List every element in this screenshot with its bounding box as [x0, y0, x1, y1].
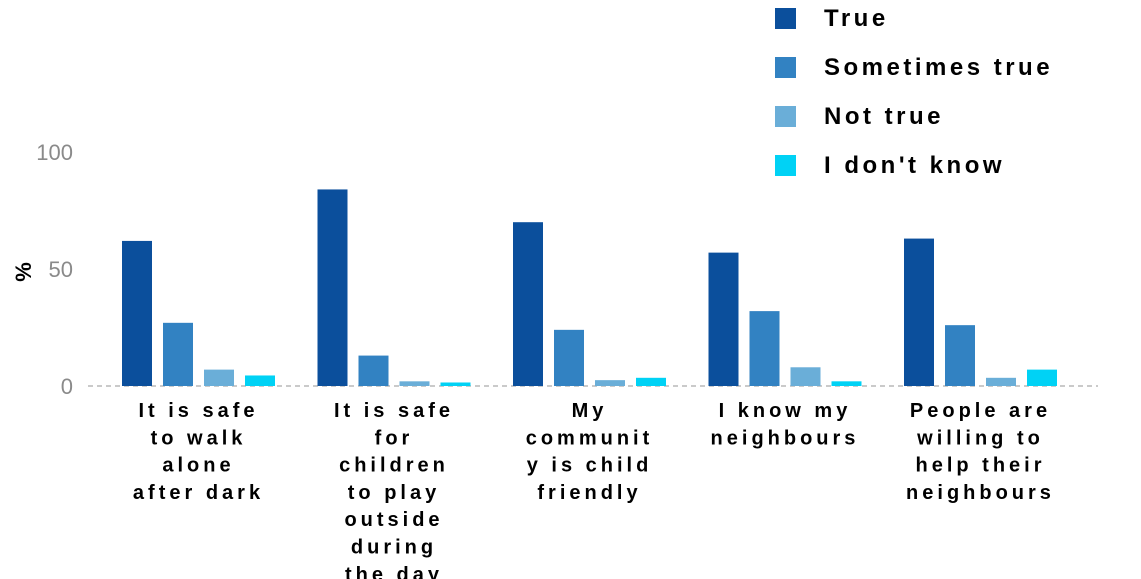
- bar-not-true: [790, 367, 821, 386]
- y-tick-label: 0: [61, 374, 73, 399]
- bar-i-don-t-know: [636, 377, 666, 386]
- legend-swatch: [775, 155, 796, 176]
- legend-swatch: [775, 57, 796, 78]
- legend-label: True: [824, 5, 889, 32]
- bar-true: [122, 240, 152, 386]
- legend-swatch: [775, 8, 796, 29]
- bar-i-don-t-know: [831, 381, 862, 386]
- category-labels: It is safe to walk alone after dark It is sa…: [133, 400, 1055, 579]
- bars-layer: [122, 189, 1057, 386]
- bar-not-true: [595, 380, 625, 386]
- y-tick-label: 100: [36, 140, 73, 165]
- bar-not-true: [399, 381, 430, 386]
- x-category-label: People are willing to help their neighbours: [906, 400, 1055, 504]
- bar-sometimes-true: [945, 325, 975, 386]
- legend-swatch: [775, 106, 796, 127]
- legend-label: Sometimes true: [824, 54, 1053, 81]
- bar-sometimes-true: [749, 311, 780, 386]
- legend-label: Not true: [824, 103, 944, 130]
- bar-true: [904, 238, 934, 386]
- bar-not-true: [986, 377, 1016, 386]
- bar-not-true: [204, 369, 234, 386]
- bar-sometimes-true: [358, 355, 389, 386]
- bar-sometimes-true: [163, 322, 193, 386]
- bar-i-don-t-know: [1027, 369, 1057, 386]
- bar-true: [317, 189, 348, 386]
- x-category-label: My communit y is child friendly: [526, 400, 654, 504]
- y-tick-label: 50: [49, 257, 73, 282]
- x-category-label: I know my neighbours: [711, 400, 860, 449]
- legend: True Sometimes true Not true I don't know: [775, 5, 1053, 179]
- y-axis-label: %: [11, 262, 36, 282]
- bar-sometimes-true: [554, 329, 584, 386]
- x-category-label: It is safe to walk alone after dark: [133, 400, 264, 504]
- legend-label: I don't know: [824, 152, 1005, 179]
- bar-true: [708, 252, 739, 386]
- x-category-label: It is safe for children to play outside durin…: [334, 400, 454, 579]
- bar-i-don-t-know: [245, 375, 275, 386]
- bar-true: [513, 222, 543, 386]
- bar-i-don-t-know: [440, 382, 471, 386]
